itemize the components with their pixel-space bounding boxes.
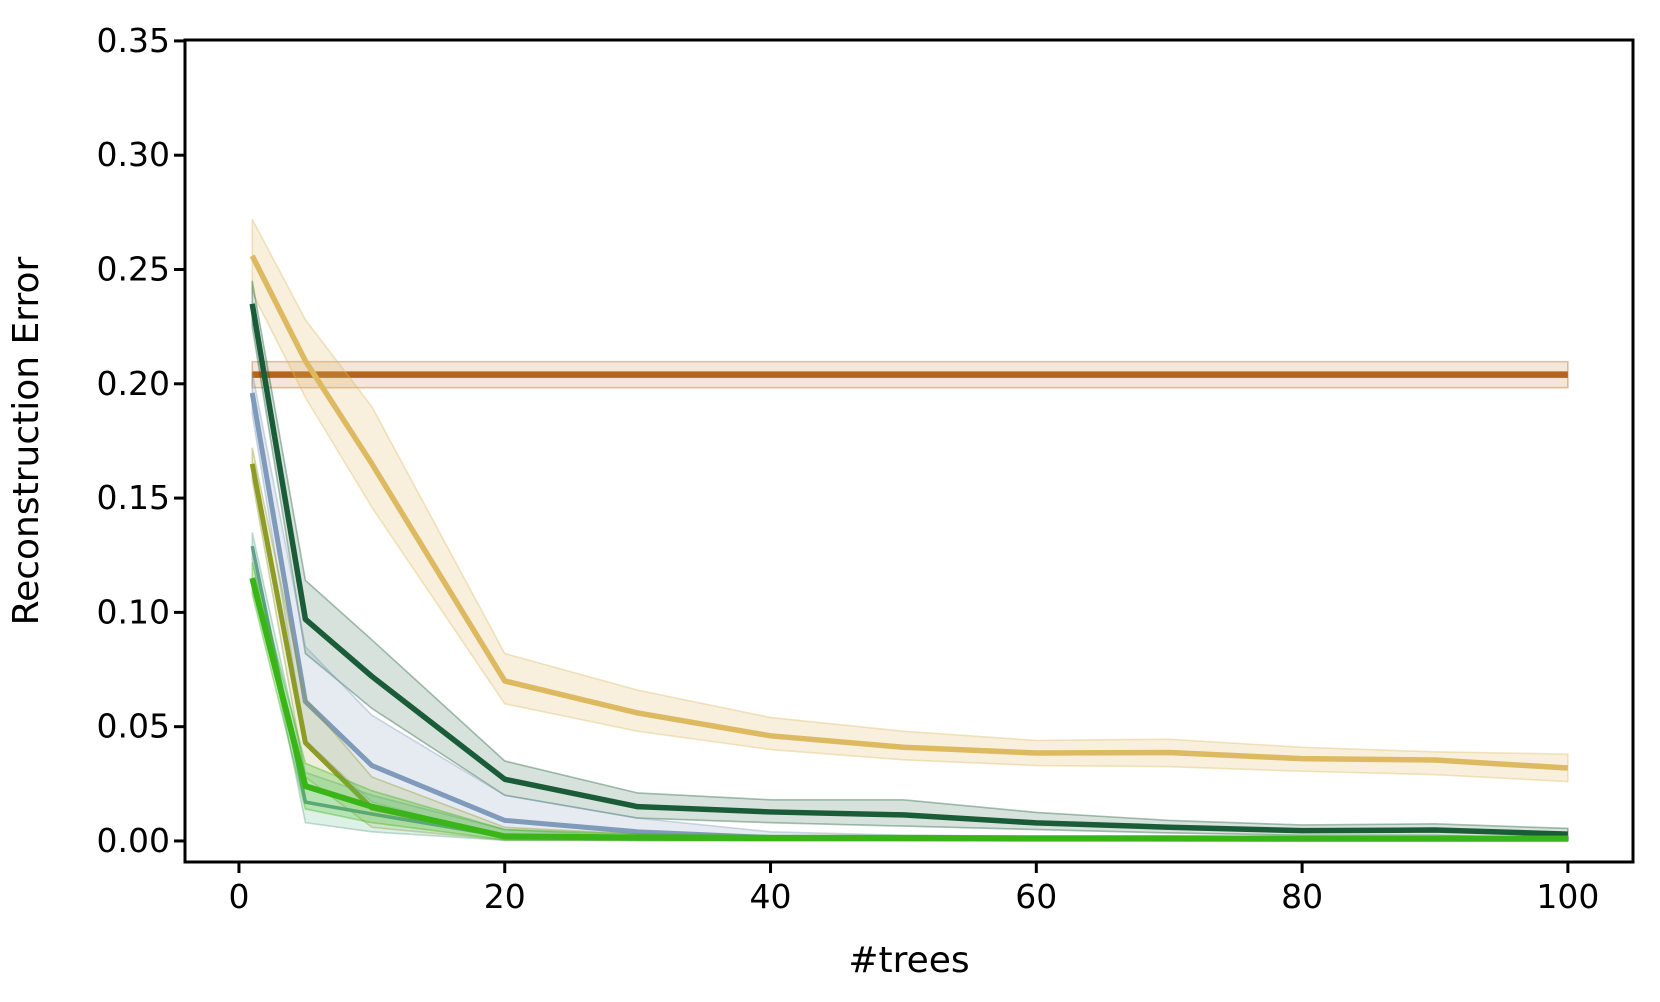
x-tick-label: 100 xyxy=(1536,877,1599,916)
x-tick-label: 60 xyxy=(1015,877,1057,916)
x-tick-label: 20 xyxy=(484,877,526,916)
y-tick-label: 0.35 xyxy=(97,21,170,60)
axes-spines xyxy=(183,38,1635,864)
y-tick-label: 0.15 xyxy=(97,478,170,517)
series-layer xyxy=(249,218,1569,842)
tick-layer: 0 20 40 60 80 100 0.00 0.05 0.10 0.15 0.20 0.25 0.30… xyxy=(97,21,1600,916)
y-tick-label: 0.10 xyxy=(97,592,170,631)
dark-green-curve-line xyxy=(249,303,1568,837)
tan-gold-curve-line xyxy=(249,254,1569,771)
tan-gold-curve-band xyxy=(251,218,1569,783)
bright-green-curve-line xyxy=(249,577,1568,842)
y-tick-label: 0.05 xyxy=(97,707,170,746)
x-axis-label: #trees xyxy=(848,940,969,981)
y-tick-label: 0.20 xyxy=(97,364,170,403)
y-tick-label: 0.25 xyxy=(97,250,170,289)
y-tick-label: 0.30 xyxy=(97,135,170,174)
x-tick-label: 0 xyxy=(228,877,249,916)
y-tick-label: 0.00 xyxy=(97,821,170,860)
plot-area xyxy=(185,40,1633,862)
y-axis-label: Reconstruction Error xyxy=(6,257,47,626)
x-tick-label: 80 xyxy=(1281,877,1323,916)
x-tick-label: 40 xyxy=(750,877,792,916)
